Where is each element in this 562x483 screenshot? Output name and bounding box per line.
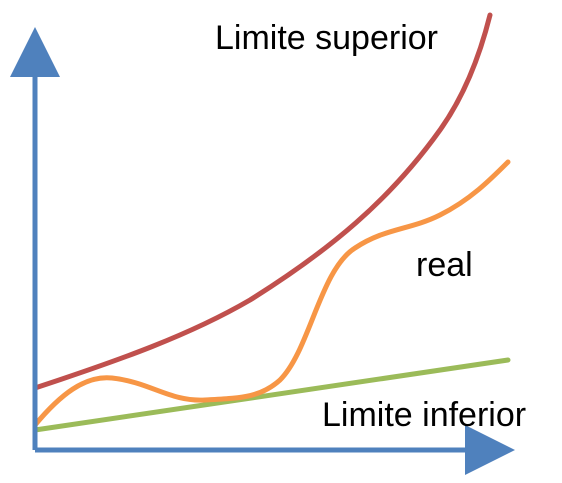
- actual-curve: [32, 159, 511, 428]
- upper-bound-curve: [32, 12, 493, 391]
- upper-bound-label: Limite superior: [215, 19, 438, 57]
- lower-bound-label: Limite inferior: [322, 396, 526, 434]
- lower-bound-line: [32, 357, 511, 433]
- actual-label: real: [416, 246, 473, 284]
